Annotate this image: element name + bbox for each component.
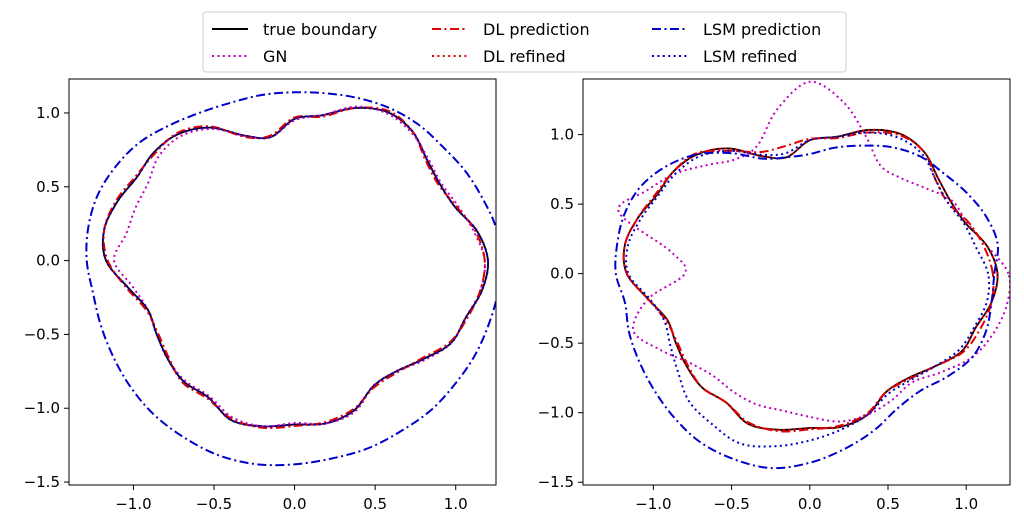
series-line-gn [113,105,486,428]
series-line-dl-prediction [102,106,486,430]
y-tick-label: −1.0 [24,399,60,417]
x-tick-label: −1.0 [115,495,151,513]
series-line-true-boundary [101,106,489,428]
x-tick-label: 0.0 [283,495,307,513]
y-tick-label: 1.0 [36,104,60,122]
y-tick-label: 0.0 [550,265,574,283]
plot-frame [582,78,1011,486]
y-tick-label: 0.0 [36,252,60,270]
y-tick-label: −1.0 [538,404,574,422]
chart-panel-left: −1.0 −0.5 0.0 0.5 1.0 −1.5 −1.0 −0.5 0.0 0.5 1.0 [24,78,497,513]
legend-label: true boundary [263,20,377,39]
x-tick-label: 0.5 [363,495,387,513]
x-tick-label: 1.0 [444,495,468,513]
legend-label: GN [263,47,287,66]
series-line-lsm-prediction [85,91,496,467]
series-line-lsm-refined [101,106,490,428]
y-tick-label: −1.5 [24,473,60,491]
series-line-dl-prediction [622,131,995,433]
series-line-lsm-refined [625,131,991,448]
x-tick-label: 0.5 [876,495,900,513]
plot-frame [68,78,497,486]
legend-label: LSM prediction [703,20,821,39]
x-tick-label: −1.0 [635,495,671,513]
x-tick-label: −0.5 [196,495,232,513]
legend-label: LSM refined [703,47,797,66]
x-tick-label: −0.5 [713,495,749,513]
series-group [85,91,496,467]
y-tick-label: 1.0 [550,126,574,144]
series-group [614,80,1010,470]
x-tick-label: 0.0 [798,495,822,513]
y-tick-label: −0.5 [538,334,574,352]
series-line-dl-refined [101,106,490,428]
y-tick-label: 0.5 [550,195,574,213]
legend-label: DL refined [483,47,566,66]
series-line-gn [617,80,1010,423]
series-line-dl-refined [622,128,999,431]
y-tick-label: 0.5 [36,178,60,196]
chart-panel-right: −1.0 −0.5 0.0 0.5 1.0 −1.5 −1.0 −0.5 0.0 0.5 1.0 [538,78,1011,513]
y-tick-label: −0.5 [24,325,60,343]
series-line-lsm-prediction [614,144,1000,470]
y-tick-label: −1.5 [538,473,574,491]
x-tick-label: 1.0 [954,495,978,513]
legend-label: DL prediction [483,20,590,39]
legend: true boundary GN DL prediction DL refined LS… [202,11,847,73]
